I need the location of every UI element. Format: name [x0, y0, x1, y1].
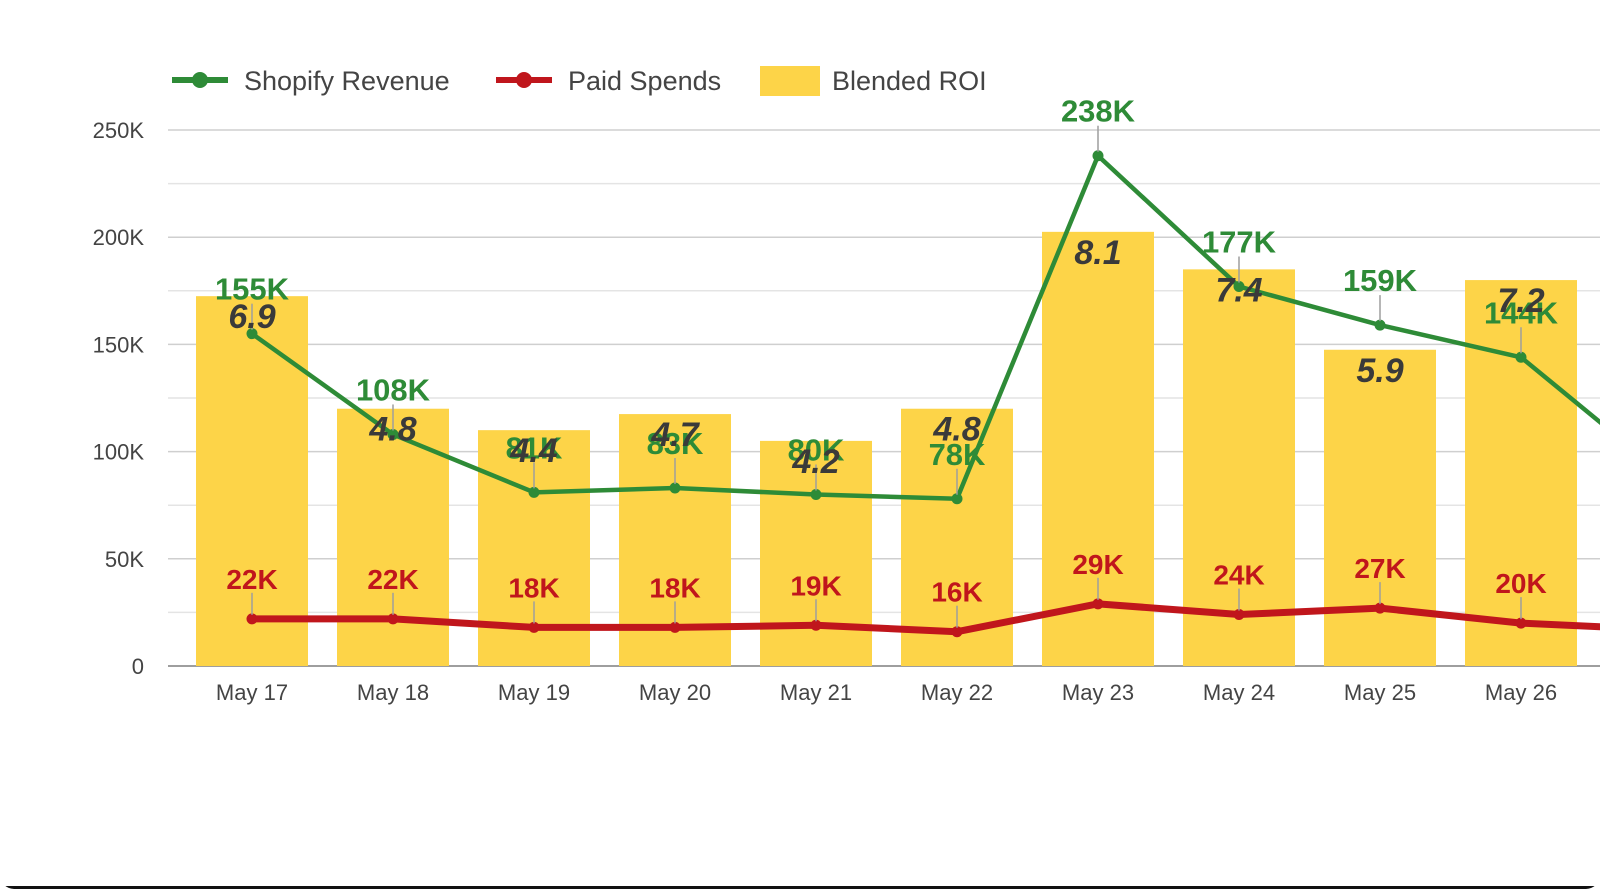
shopify-revenue-point [387, 428, 399, 440]
legend-marker-paid-spends [516, 72, 532, 88]
legend-marker-shopify-revenue [192, 72, 208, 88]
revenue-data-label: 81K [506, 430, 563, 465]
x-tick-label: May 17 [216, 680, 288, 705]
roi-bar [1324, 349, 1436, 666]
x-tick-label: May 19 [498, 680, 570, 705]
x-tick-label: May 21 [780, 680, 852, 705]
roi-data-label: 4.4 [509, 432, 557, 470]
legend-item-paid-spends[interactable]: Paid Spends [496, 66, 721, 96]
roi-data-label: 4.8 [932, 411, 980, 449]
x-tick-label: May 23 [1062, 680, 1134, 705]
paid-spends-point [951, 626, 963, 638]
revenue-data-label: 83K [647, 426, 704, 461]
paid-spends-point [810, 619, 822, 631]
shopify-revenue-point [1092, 150, 1104, 162]
shopify-revenue-point [246, 328, 258, 340]
revenue-data-label: 177K [1202, 225, 1277, 260]
spends-data-label: 22K [226, 564, 277, 595]
revenue-data-label: 80K [788, 432, 845, 467]
legend-swatch-blended-roi [760, 66, 820, 96]
legend-item-shopify-revenue[interactable]: Shopify Revenue [172, 66, 450, 96]
shopify-revenue-point [528, 486, 540, 498]
x-tick-label: May 25 [1344, 680, 1416, 705]
legend: Shopify Revenue Paid Spends Blended ROI [172, 66, 987, 96]
paid-spends-point [669, 621, 681, 633]
y-tick-label: 100K [93, 440, 145, 465]
y-tick-label: 150K [93, 332, 145, 357]
x-tick-label: May 18 [357, 680, 429, 705]
roi-data-label: 7.2 [1497, 282, 1544, 320]
x-tick-label: May 24 [1203, 680, 1275, 705]
y-axis: 0 50K 100K 150K 200K 250K [93, 118, 145, 679]
roi-data-label: 4.7 [650, 416, 700, 454]
y-tick-label: 0 [132, 654, 144, 679]
spends-data-label: 16K [931, 577, 982, 608]
roi-data-label: 4.2 [791, 443, 839, 481]
revenue-data-label: 238K [1061, 94, 1136, 129]
spends-data-label: 29K [1072, 549, 1123, 580]
paid-spends-point [1092, 598, 1104, 610]
legend-label-paid-spends: Paid Spends [568, 66, 721, 96]
spends-data-label: 22K [367, 564, 418, 595]
shopify-revenue-point [951, 493, 963, 505]
roi-data-label: 6.9 [228, 298, 275, 336]
paid-spends-point [1515, 617, 1527, 629]
x-tick-label: May 22 [921, 680, 993, 705]
y-tick-label: 250K [93, 118, 145, 143]
revenue-data-label: 155K [215, 272, 290, 307]
roi-data-label: 8.1 [1074, 234, 1121, 272]
x-tick-label: May 20 [639, 680, 711, 705]
roi-data-label: 4.8 [368, 411, 416, 449]
shopify-revenue-point [1233, 281, 1245, 293]
paid-spends-point [528, 621, 540, 633]
x-tick-label: May 26 [1485, 680, 1557, 705]
data-labels: 155K 108K 81K 83K 80K 78K 238K 177K 159K 144K 22K 2… [215, 94, 1559, 628]
roi-data-label: 7.4 [1215, 271, 1262, 309]
roi-data-label: 5.9 [1356, 352, 1403, 390]
paid-spends-point [1374, 602, 1386, 614]
x-axis: May 17 May 18 May 19 May 20 May 21 May 22 May … [216, 680, 1557, 705]
revenue-data-label: 78K [929, 437, 986, 472]
y-tick-label: 200K [93, 225, 145, 250]
spends-data-label: 19K [790, 570, 841, 601]
shopify-revenue-point [669, 482, 681, 494]
spends-data-label: 24K [1213, 560, 1264, 591]
y-tick-label: 50K [105, 547, 144, 572]
revenue-data-label: 144K [1484, 295, 1559, 330]
legend-label-blended-roi: Blended ROI [832, 66, 987, 96]
revenue-data-label: 108K [356, 372, 431, 407]
paid-spends-point [1233, 609, 1245, 621]
paid-spends-point [246, 613, 258, 625]
spends-data-label: 27K [1354, 553, 1405, 584]
spends-data-label: 18K [508, 572, 559, 603]
shopify-revenue-point [1515, 351, 1527, 363]
revenue-data-label: 159K [1343, 263, 1418, 298]
legend-label-shopify-revenue: Shopify Revenue [244, 66, 450, 96]
series-lines [246, 150, 1600, 638]
shopify-revenue-point [1374, 319, 1386, 331]
bottom-border [0, 886, 1600, 889]
spends-data-label: 18K [649, 572, 700, 603]
shopify-revenue-point [810, 488, 822, 500]
legend-item-blended-roi[interactable]: Blended ROI [760, 66, 987, 96]
spends-data-label: 20K [1495, 568, 1546, 599]
paid-spends-point [387, 613, 399, 625]
